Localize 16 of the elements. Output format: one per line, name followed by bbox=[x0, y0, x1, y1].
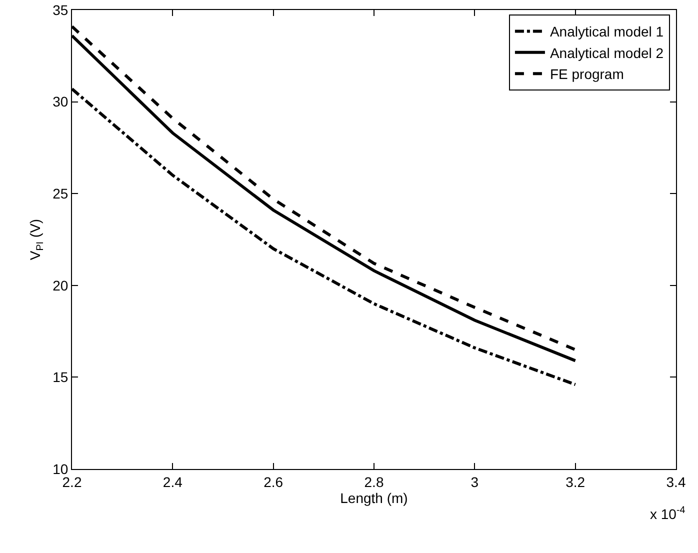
x-tick-label: 2.4 bbox=[162, 474, 183, 490]
y-tick-label: 15 bbox=[52, 369, 68, 386]
y-tick-label: 30 bbox=[52, 94, 68, 110]
x-tick-label: 3.4 bbox=[666, 474, 686, 490]
x-tick-label: 2.6 bbox=[264, 474, 284, 490]
legend-label: Analytical model 2 bbox=[550, 44, 664, 61]
x-tick-label: 3 bbox=[470, 474, 479, 490]
x-axis-title: Length (m) bbox=[340, 490, 408, 506]
legend-label: FE program bbox=[550, 66, 624, 82]
y-tick-label: 25 bbox=[52, 186, 68, 202]
legend-label: Analytical model 1 bbox=[550, 24, 664, 40]
y-tick-label: 35 bbox=[52, 2, 68, 18]
x-tick-label: 3.2 bbox=[566, 474, 586, 490]
x-tick-label: 2.8 bbox=[364, 474, 384, 490]
y-tick-label: 20 bbox=[52, 277, 68, 294]
text: x 10$^{-4}$ bbox=[650, 505, 686, 522]
